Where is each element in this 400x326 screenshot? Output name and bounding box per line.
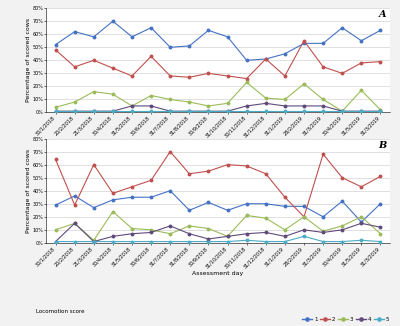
X-axis label: Assessment day: Assessment day bbox=[192, 271, 244, 275]
Text: A: A bbox=[379, 10, 386, 19]
Text: B: B bbox=[378, 141, 386, 150]
Legend: 1, 2, 3, 4, 5: 1, 2, 3, 4, 5 bbox=[302, 317, 389, 321]
Y-axis label: Percentage of scored cows: Percentage of scored cows bbox=[26, 149, 31, 233]
Text: Locomotion score: Locomotion score bbox=[36, 309, 84, 315]
Y-axis label: Percentage of scored cows: Percentage of scored cows bbox=[26, 18, 31, 102]
